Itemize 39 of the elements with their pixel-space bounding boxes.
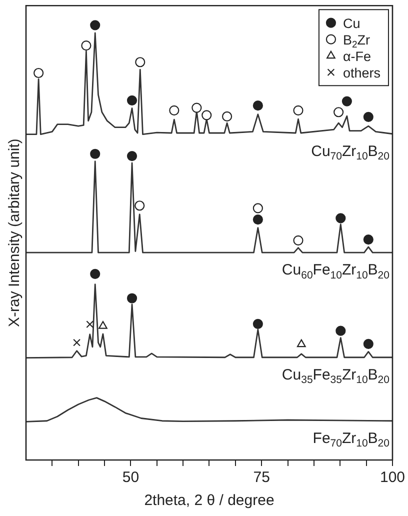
point xyxy=(134,200,145,211)
point xyxy=(334,107,344,118)
point xyxy=(293,105,304,116)
x-axis-title: 2theta, 2 θ / degree xyxy=(144,492,274,510)
point xyxy=(192,102,202,113)
point xyxy=(81,40,92,51)
point xyxy=(202,110,212,120)
point xyxy=(252,203,263,214)
point xyxy=(336,326,346,336)
point xyxy=(90,20,100,30)
point xyxy=(293,235,304,246)
x-tick-label: 100 xyxy=(380,469,405,486)
point xyxy=(126,151,138,162)
point xyxy=(169,105,180,116)
point xyxy=(363,234,374,245)
point xyxy=(252,214,263,225)
legend-label: α-Fe xyxy=(342,48,372,64)
point xyxy=(135,57,146,68)
y-axis-title: X-ray Intensity (arbitary unit) xyxy=(6,138,24,328)
x-tick-label: 50 xyxy=(122,469,140,486)
point xyxy=(363,338,374,349)
point xyxy=(126,293,138,304)
point xyxy=(34,68,44,78)
x-tick-label: 75 xyxy=(253,469,270,486)
point xyxy=(98,321,108,329)
point xyxy=(342,96,352,106)
point xyxy=(73,338,81,346)
point xyxy=(222,111,232,122)
point xyxy=(296,339,306,348)
point xyxy=(90,268,100,279)
point xyxy=(336,213,346,224)
point xyxy=(363,112,374,122)
point xyxy=(252,318,263,329)
point xyxy=(252,100,263,111)
legend-label: others xyxy=(342,65,381,80)
legend-label: Cu xyxy=(342,16,360,31)
point xyxy=(90,148,100,159)
point xyxy=(126,95,138,106)
point xyxy=(86,320,94,328)
